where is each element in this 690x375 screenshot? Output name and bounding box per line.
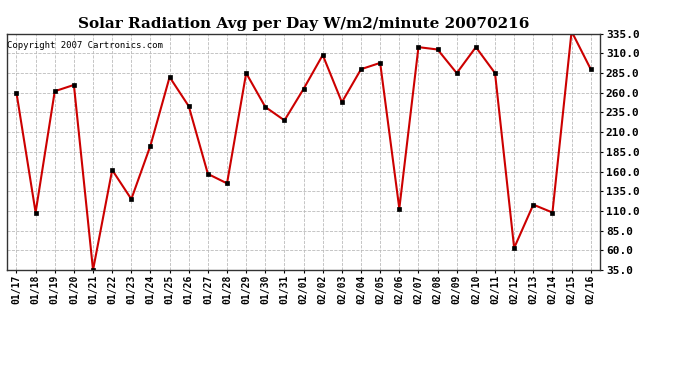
Text: Copyright 2007 Cartronics.com: Copyright 2007 Cartronics.com (8, 41, 164, 50)
Title: Solar Radiation Avg per Day W/m2/minute 20070216: Solar Radiation Avg per Day W/m2/minute … (78, 17, 529, 31)
